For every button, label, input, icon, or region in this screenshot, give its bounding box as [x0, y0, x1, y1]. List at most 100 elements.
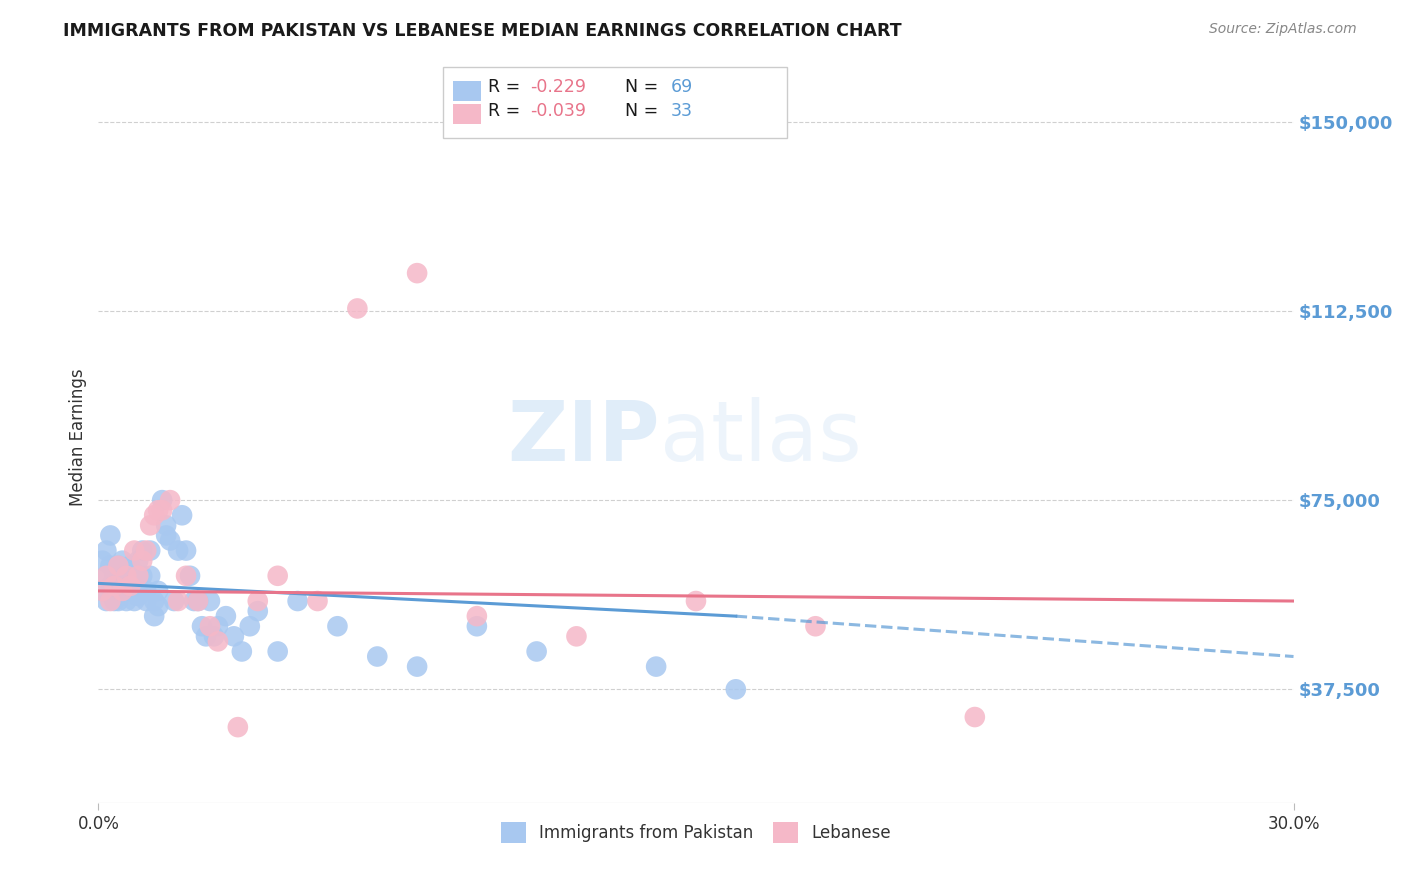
Point [148, 599, 170, 613]
Point [526, 644, 548, 658]
Point [267, 644, 290, 658]
Text: atlas: atlas [661, 397, 862, 477]
Text: N =: N = [614, 102, 664, 120]
Text: N =: N = [614, 78, 664, 96]
Point [107, 558, 129, 573]
Point [307, 594, 329, 608]
Point [191, 619, 214, 633]
Point [143, 609, 166, 624]
Point [215, 609, 238, 624]
Point [465, 609, 488, 624]
Point [107, 579, 129, 593]
Point [131, 554, 153, 568]
Text: IMMIGRANTS FROM PAKISTAN VS LEBANESE MEDIAN EARNINGS CORRELATION CHART: IMMIGRANTS FROM PAKISTAN VS LEBANESE MED… [63, 22, 901, 40]
Point [202, 629, 225, 643]
Point [207, 619, 229, 633]
Point [172, 508, 194, 523]
Text: R =: R = [488, 102, 526, 120]
Point [91, 554, 114, 568]
Point [139, 543, 162, 558]
Point [231, 644, 253, 658]
Text: Source: ZipAtlas.com: Source: ZipAtlas.com [1209, 22, 1357, 37]
Point [111, 574, 134, 588]
Point [103, 583, 125, 598]
Point [124, 594, 146, 608]
Point [111, 554, 134, 568]
Point [131, 543, 153, 558]
Point [207, 634, 229, 648]
Point [96, 569, 118, 583]
Point [115, 594, 138, 608]
Point [127, 579, 149, 593]
Text: -0.039: -0.039 [530, 102, 586, 120]
Point [111, 583, 134, 598]
Point [115, 569, 138, 583]
Point [222, 629, 245, 643]
Point [155, 528, 177, 542]
Point [96, 569, 118, 583]
Text: -0.229: -0.229 [530, 78, 586, 96]
Point [111, 583, 134, 598]
Point [167, 594, 190, 608]
Point [127, 569, 149, 583]
Point [135, 594, 157, 608]
Point [120, 579, 142, 593]
Point [174, 543, 197, 558]
Text: R =: R = [488, 78, 526, 96]
Point [346, 301, 368, 316]
Point [96, 543, 118, 558]
Point [406, 266, 429, 280]
Point [120, 583, 142, 598]
Point [135, 543, 157, 558]
Point [98, 528, 122, 542]
Point [91, 583, 114, 598]
Point [107, 558, 129, 573]
Point [127, 589, 149, 603]
Point [963, 710, 986, 724]
Point [107, 569, 129, 583]
Point [163, 594, 186, 608]
Point [124, 569, 146, 583]
Point [159, 533, 181, 548]
Point [366, 649, 388, 664]
Point [685, 594, 707, 608]
Point [139, 518, 162, 533]
Point [187, 594, 209, 608]
Point [195, 629, 218, 643]
Point [120, 558, 142, 573]
Point [103, 579, 125, 593]
Text: 69: 69 [671, 78, 693, 96]
Point [127, 554, 149, 568]
Point [239, 619, 262, 633]
Point [124, 543, 146, 558]
Point [91, 583, 114, 598]
Point [465, 619, 488, 633]
Point [103, 594, 125, 608]
Point [143, 594, 166, 608]
Point [96, 594, 118, 608]
Point [155, 518, 177, 533]
Point [406, 659, 429, 673]
Point [287, 594, 309, 608]
Point [565, 629, 588, 643]
Point [226, 720, 249, 734]
Point [246, 604, 269, 618]
Point [167, 543, 190, 558]
Point [139, 569, 162, 583]
Point [115, 579, 138, 593]
Point [115, 569, 138, 583]
Point [150, 493, 173, 508]
Point [267, 569, 290, 583]
Point [107, 594, 129, 608]
Point [804, 619, 827, 633]
Point [148, 583, 170, 598]
Point [179, 569, 201, 583]
Point [724, 682, 747, 697]
Point [98, 594, 122, 608]
Text: ZIP: ZIP [508, 397, 661, 477]
Point [135, 583, 157, 598]
Point [159, 493, 181, 508]
Point [143, 508, 166, 523]
Point [150, 503, 173, 517]
Point [174, 569, 197, 583]
